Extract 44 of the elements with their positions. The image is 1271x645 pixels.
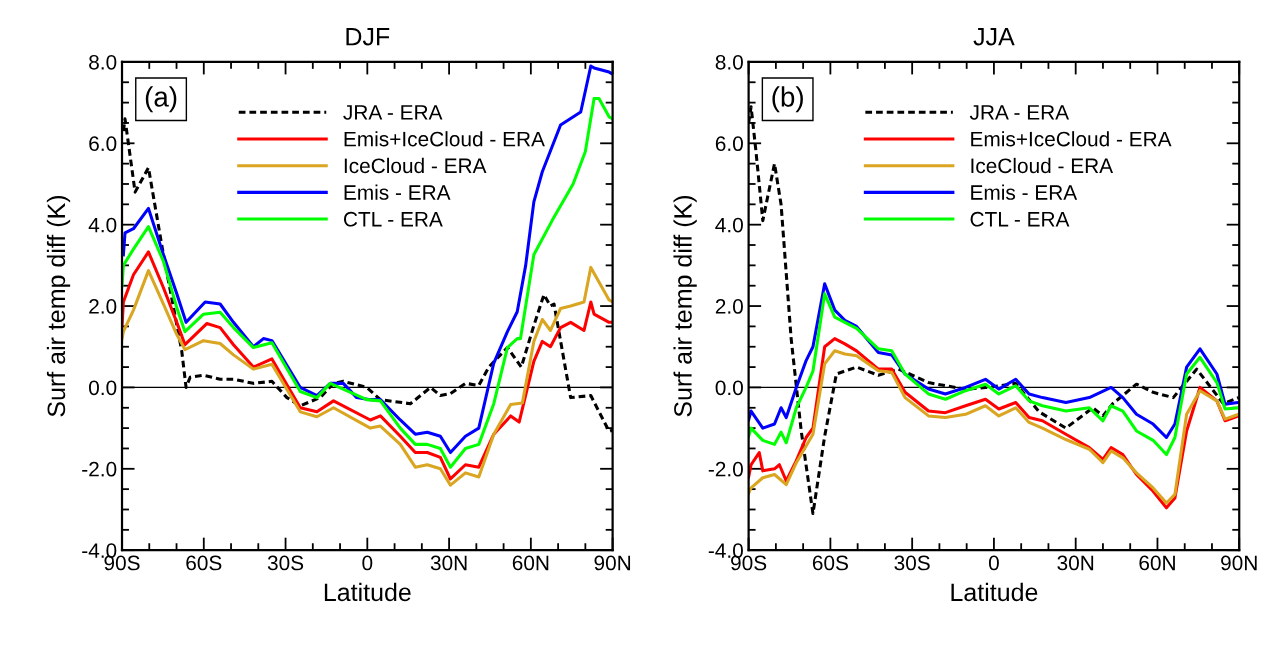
x-tick-label: 0 bbox=[988, 555, 999, 571]
legend-label: IceCloud - ERA bbox=[344, 157, 487, 174]
legend-label: Emis+IceCloud - ERA bbox=[971, 131, 1172, 147]
y-tick-label: -2.0 bbox=[708, 461, 743, 477]
x-tick-label: 30S bbox=[267, 555, 304, 571]
legend-label: IceCloud - ERA bbox=[971, 157, 1114, 174]
legend-label: Emis - ERA bbox=[971, 184, 1078, 200]
x-tick-label: 30N bbox=[1057, 555, 1094, 571]
line-series bbox=[748, 282, 1240, 440]
y-tick-label: 4.0 bbox=[88, 217, 117, 233]
y-tick-label: 8.0 bbox=[89, 54, 117, 70]
chart-title: DJF bbox=[346, 28, 390, 46]
legend-label: CTL - ERA bbox=[343, 211, 443, 227]
y-tick-label: 0.0 bbox=[89, 380, 117, 396]
legend-label: JRA - ERA bbox=[343, 105, 443, 120]
x-tick-label: 60S bbox=[186, 555, 222, 571]
x-tick-label: 60N bbox=[512, 555, 549, 571]
annotation: (b) bbox=[772, 86, 803, 113]
y-tick-label: 6.0 bbox=[715, 136, 743, 152]
y-axis-title: Surf air temp diff (K) bbox=[673, 195, 697, 417]
x-tick-label: 30N bbox=[430, 555, 467, 571]
legend-label: CTL - ERA bbox=[970, 211, 1070, 227]
annotation: (a) bbox=[145, 86, 177, 113]
y-tick-label: 0.0 bbox=[715, 380, 743, 396]
x-tick-label: 30S bbox=[894, 555, 930, 571]
y-tick-label: -2.0 bbox=[82, 461, 117, 477]
y-axis-title: Surf air temp diff (K) bbox=[46, 195, 71, 417]
x-axis-title: Latitude bbox=[324, 582, 411, 602]
y-tick-label: 6.0 bbox=[89, 136, 117, 152]
legend-label: JRA - ERA bbox=[969, 105, 1070, 120]
x-tick-label: 60S bbox=[812, 555, 848, 571]
x-tick-label: 90N bbox=[1221, 555, 1257, 571]
legend-label: Emis+IceCloud - ERA bbox=[344, 131, 545, 147]
x-tick-label: 60N bbox=[1139, 555, 1175, 571]
legend-label: Emis - ERA bbox=[344, 184, 451, 200]
x-tick-label: 90N bbox=[594, 555, 631, 571]
y-tick-label: 4.0 bbox=[715, 217, 743, 233]
x-axis-title: Latitude bbox=[951, 582, 1038, 602]
x-tick-label: 0 bbox=[362, 555, 373, 571]
y-tick-label: 2.0 bbox=[715, 299, 743, 314]
chart-title: JJA bbox=[973, 28, 1015, 46]
y-tick-label: 8.0 bbox=[715, 54, 743, 70]
y-tick-label: 2.0 bbox=[89, 299, 117, 314]
line-series bbox=[748, 292, 1240, 457]
